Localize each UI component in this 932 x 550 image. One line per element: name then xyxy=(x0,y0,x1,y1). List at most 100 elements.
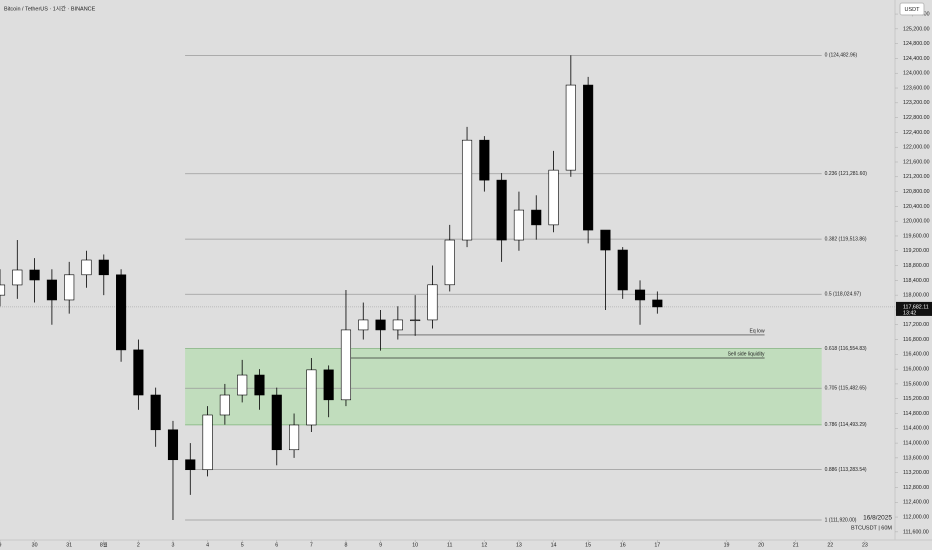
candle-body xyxy=(46,279,57,301)
currency-button[interactable] xyxy=(899,2,925,16)
candle-body xyxy=(12,269,23,286)
candle-body xyxy=(375,319,386,331)
date-label: 16/8/2025 xyxy=(863,515,892,522)
x-tick-label: 11 xyxy=(447,542,453,548)
fib-label: 0.705 (115,482.65) xyxy=(825,386,867,392)
candle-body xyxy=(219,394,230,416)
candle-body xyxy=(565,84,576,171)
x-tick-label: 7 xyxy=(310,542,313,548)
x-tick-label: 4 xyxy=(206,542,209,548)
fib-label: 0.786 (114,493.29) xyxy=(825,422,867,428)
y-tick-label: 114,000.00 xyxy=(903,441,929,447)
y-tick-label: 119,200.00 xyxy=(903,248,929,254)
y-tick-label: 122,400.00 xyxy=(903,130,930,136)
y-tick-label: 121,600.00 xyxy=(903,159,930,165)
y-tick-label: 122,800.00 xyxy=(903,115,930,121)
x-tick-label: 8 xyxy=(344,542,347,548)
y-tick-label: 116,000.00 xyxy=(903,367,929,373)
symbol-label: BTCUSDT | 60M xyxy=(851,525,892,531)
candle-body xyxy=(29,269,40,281)
fib-label: 0 (124,482.96) xyxy=(825,53,858,59)
y-tick-label: 116,400.00 xyxy=(903,352,929,358)
candle-body xyxy=(98,259,109,276)
currency-label: USDT xyxy=(905,7,921,13)
y-tick-label: 124,400.00 xyxy=(903,56,930,62)
candle-body xyxy=(634,289,646,301)
y-tick-label: 111,600.00 xyxy=(903,529,929,535)
y-tick-label: 118,000.00 xyxy=(903,293,929,299)
y-tick-label: 115,200.00 xyxy=(903,396,929,402)
candle-body xyxy=(289,424,300,451)
y-tick-label: 112,800.00 xyxy=(903,485,929,491)
candle-body xyxy=(133,349,144,396)
y-tick-label: 120,400.00 xyxy=(903,204,930,210)
x-tick-label: 30 xyxy=(32,542,38,548)
y-tick-label: 118,400.00 xyxy=(903,278,929,284)
fib-label: 1 (111,920.00) xyxy=(825,517,857,523)
candle-body xyxy=(652,299,663,308)
x-tick-label: 23 xyxy=(862,542,868,548)
x-tick-label: 12 xyxy=(481,542,487,548)
candle-body xyxy=(271,394,282,451)
candle-body xyxy=(358,319,369,331)
y-tick-label: 118,800.00 xyxy=(903,263,929,269)
candle-body xyxy=(81,259,92,276)
y-tick-label: 123,200.00 xyxy=(903,100,930,106)
candle-body xyxy=(116,274,127,351)
candle-body xyxy=(0,284,6,296)
countdown-label: 13:42 xyxy=(903,310,916,316)
candle-body xyxy=(479,139,490,181)
x-tick-label: 16 xyxy=(620,542,626,548)
x-tick-label: 21 xyxy=(793,542,799,548)
candle-body xyxy=(237,374,248,396)
candle-body xyxy=(202,414,213,471)
x-tick-label: 9 xyxy=(379,542,382,548)
fib-label: 0.236 (121,281.60) xyxy=(825,171,868,177)
candle-body xyxy=(167,429,179,461)
candle-body xyxy=(427,284,438,321)
x-tick-label: 14 xyxy=(551,542,557,548)
y-tick-label: 114,400.00 xyxy=(903,426,929,432)
current-price-label: 117,682.11 xyxy=(903,304,929,310)
y-tick-label: 120,000.00 xyxy=(903,219,930,225)
y-tick-label: 124,800.00 xyxy=(903,41,930,47)
chart-title: Bitcoin / TetherUS · 1시간 · BINANCE xyxy=(4,4,96,12)
x-tick-label: 8월 xyxy=(100,540,108,548)
candle-body xyxy=(461,139,473,241)
y-tick-label: 115,600.00 xyxy=(903,381,929,387)
x-tick-label: 22 xyxy=(827,542,833,548)
x-tick-label: 20 xyxy=(758,542,764,548)
candle-body xyxy=(410,319,421,322)
candle-body xyxy=(185,459,196,471)
y-tick-label: 123,600.00 xyxy=(903,85,930,91)
x-tick-label: 3 xyxy=(172,542,175,548)
annotation-label: Eq low xyxy=(750,328,765,334)
y-tick-label: 121,200.00 xyxy=(903,174,930,180)
fib-zone xyxy=(185,348,822,425)
candle-body xyxy=(600,229,611,251)
x-tick-label: 17 xyxy=(654,542,660,548)
x-tick-label: 13 xyxy=(516,542,522,548)
candle-body xyxy=(392,319,403,331)
y-tick-label: 119,600.00 xyxy=(903,233,929,239)
y-tick-label: 116,800.00 xyxy=(903,337,929,343)
candle-body xyxy=(306,369,317,426)
candle-body xyxy=(531,209,542,226)
candle-body xyxy=(513,209,524,241)
candle-body xyxy=(150,394,161,431)
y-tick-label: 122,000.00 xyxy=(903,145,930,151)
y-tick-label: 113,600.00 xyxy=(903,455,929,461)
x-tick-label: 2 xyxy=(137,542,140,548)
candle-body xyxy=(64,274,75,301)
y-tick-label: 120,800.00 xyxy=(903,189,930,195)
annotation-label: Sell side liquidity xyxy=(728,351,765,357)
y-tick-label: 112,400.00 xyxy=(903,500,929,506)
y-tick-label: 114,800.00 xyxy=(903,411,929,417)
y-tick-label: 113,200.00 xyxy=(903,470,929,476)
fib-label: 0.5 (118,024.97) xyxy=(825,292,862,298)
candle-body xyxy=(583,84,594,231)
candle-body xyxy=(340,329,352,401)
